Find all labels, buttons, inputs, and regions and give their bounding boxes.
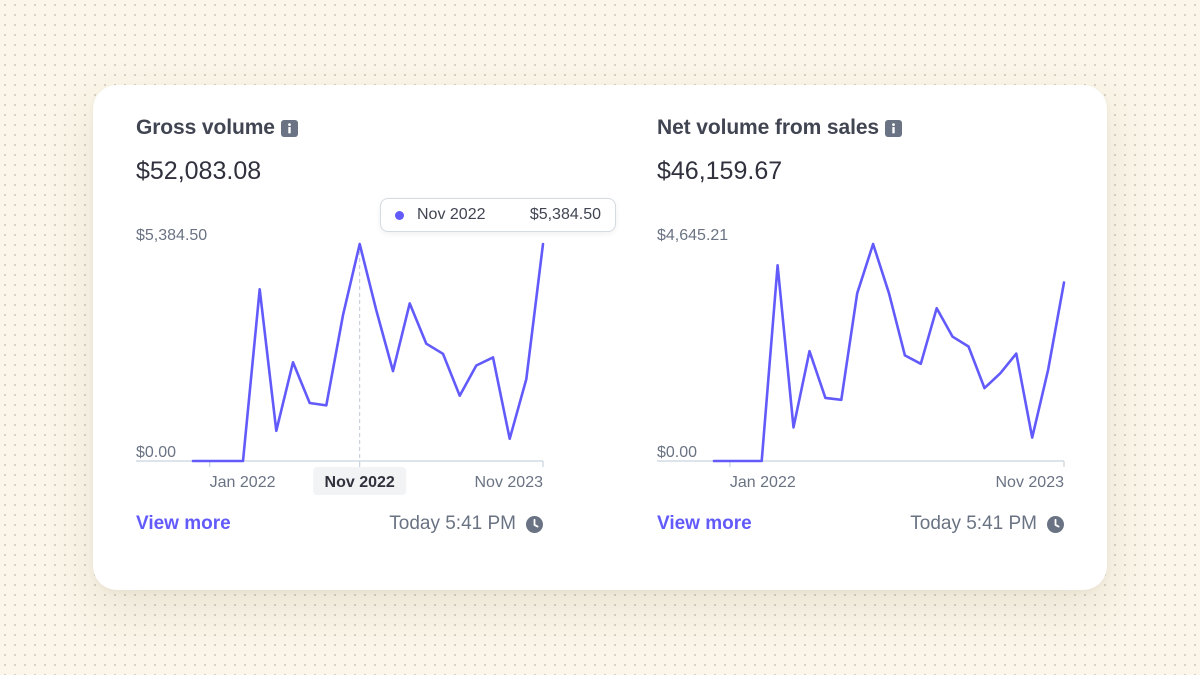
gross-volume-panel: Gross volume $52,083.08 $5,384.50 $0.00 Ja… xyxy=(136,85,616,590)
series-line xyxy=(712,242,1066,463)
y-min-label: $0.00 xyxy=(136,444,176,461)
last-updated: Today 5:41 PM xyxy=(389,513,543,535)
net-volume-panel: Net volume from sales $46,159.67 $4,645.… xyxy=(657,85,1077,590)
tooltip-value: $5,384.50 xyxy=(529,206,601,223)
x-tick-label: Nov 2023 xyxy=(475,474,544,491)
gross-volume-value: $52,083.08 xyxy=(136,157,262,185)
gross-volume-footer: View more Today 5:41 PM xyxy=(136,513,543,541)
net-volume-footer: View more Today 5:41 PM xyxy=(657,513,1064,541)
last-updated-text: Today 5:41 PM xyxy=(389,513,516,534)
x-tick-label: Jan 2022 xyxy=(210,474,276,491)
last-updated-text: Today 5:41 PM xyxy=(910,513,1037,534)
net-volume-chart[interactable]: $4,645.21 $0.00 Jan 2022 Nov 2023 xyxy=(657,85,1077,505)
gross-volume-header: Gross volume xyxy=(136,116,298,140)
view-more-link[interactable]: View more xyxy=(657,513,752,534)
gross-volume-chart[interactable]: $5,384.50 $0.00 Jan 2022 Nov 2022 Nov 2023 xyxy=(136,85,556,505)
last-updated: Today 5:41 PM xyxy=(910,513,1064,535)
series-dot xyxy=(395,210,404,220)
x-tick-label: Nov 2023 xyxy=(996,474,1065,491)
volume-card: Gross volume $52,083.08 $5,384.50 $0.00 Ja… xyxy=(93,85,1107,590)
net-volume-value: $46,159.67 xyxy=(657,157,783,185)
clock-icon xyxy=(1047,515,1064,533)
info-icon[interactable] xyxy=(280,119,298,137)
x-tick-label: Nov 2022 xyxy=(325,474,395,491)
y-max-label: $4,645.21 xyxy=(657,227,728,244)
y-max-label: $5,384.50 xyxy=(136,227,207,244)
chart-tooltip: Nov 2022 $5,384.50 xyxy=(380,198,616,232)
net-volume-header: Net volume from sales xyxy=(657,116,902,140)
net-volume-title: Net volume from sales xyxy=(657,116,879,139)
y-min-label: $0.00 xyxy=(657,444,697,461)
x-tick-label: Jan 2022 xyxy=(730,474,796,491)
tooltip-date: Nov 2022 xyxy=(417,206,486,223)
view-more-link[interactable]: View more xyxy=(136,513,231,534)
x-tick-highlight xyxy=(313,467,407,495)
gross-volume-title: Gross volume xyxy=(136,116,275,139)
info-icon[interactable] xyxy=(884,119,902,137)
clock-icon xyxy=(526,515,543,533)
series-line xyxy=(191,242,545,463)
